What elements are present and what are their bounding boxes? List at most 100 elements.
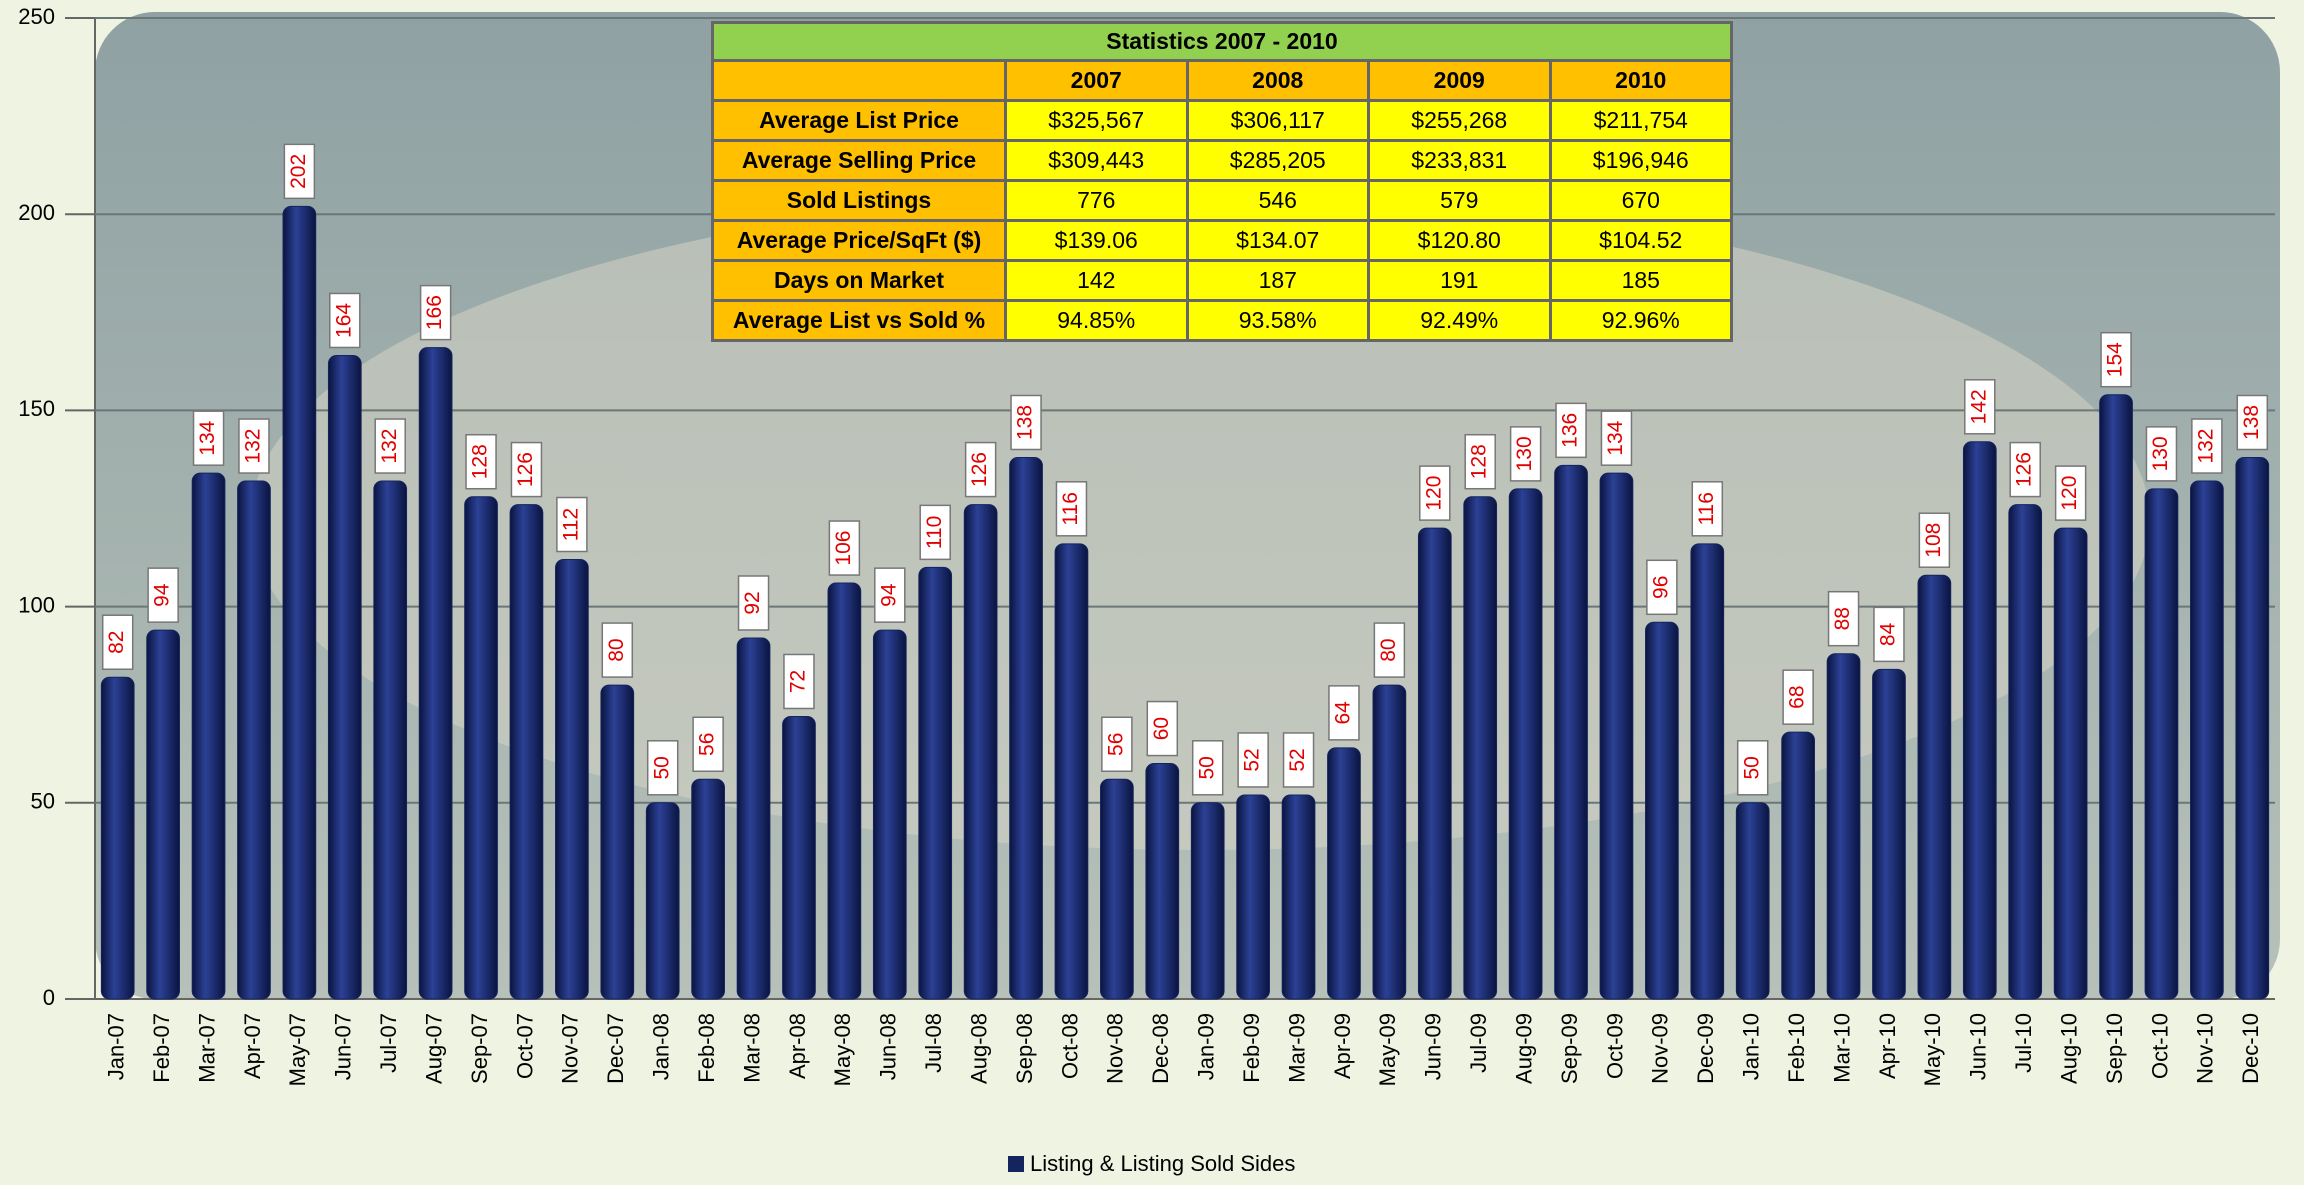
y-tick-label: 150: [18, 396, 55, 421]
bar: [736, 637, 771, 1000]
x-tick-label: Mar-09: [1284, 1013, 1309, 1083]
x-tick-label: Nov-08: [1103, 1013, 1128, 1084]
bar: [555, 559, 589, 1000]
data-label-box: [1373, 622, 1406, 678]
table-cell: $325,567: [1004, 99, 1189, 142]
table-cell: 191: [1367, 259, 1552, 302]
data-label-box: [1782, 669, 1814, 725]
table-cell: 546: [1185, 179, 1370, 222]
data-label: 84: [1877, 622, 1900, 646]
x-tick-label: Oct-07: [512, 1013, 537, 1079]
x-tick-label: Mar-08: [739, 1013, 764, 1083]
data-label-box: [2236, 394, 2269, 451]
table-row: Average List vs Sold % 94.85% 93.58% 92.49%…: [711, 299, 1733, 342]
x-tick-label: Dec-10: [2238, 1013, 2263, 1084]
data-label: 56: [696, 733, 719, 756]
bar: [691, 778, 725, 1000]
x-tick-label: Jun-10: [1966, 1013, 1991, 1080]
data-label-box: [1918, 512, 1951, 568]
x-tick-label: Jan-09: [1194, 1013, 1219, 1080]
x-tick-label: Apr-10: [1875, 1013, 1900, 1079]
bar: [373, 480, 408, 1000]
x-tick-label: May-07: [285, 1013, 310, 1086]
x-tick-label: Nov-09: [1648, 1013, 1673, 1084]
x-tick-label: Jul-08: [921, 1013, 946, 1073]
bar: [2053, 527, 2088, 1000]
x-tick-label: Aug-08: [966, 1013, 991, 1084]
data-label: 142: [1967, 389, 1990, 424]
data-label: 166: [423, 295, 446, 330]
data-label: 164: [332, 303, 355, 338]
data-label-box: [556, 496, 588, 553]
data-label-box: [465, 433, 497, 490]
stats-table: Statistics 2007 - 2010 2007 2008 2009 2010 Av…: [711, 21, 1733, 342]
table-cell: $211,754: [1548, 99, 1733, 142]
x-tick-label: Aug-07: [421, 1013, 446, 1084]
data-label: 88: [1831, 607, 1854, 630]
bar: [237, 480, 271, 1000]
bar: [872, 629, 907, 1000]
bar: [1826, 653, 1861, 1000]
data-label: 60: [1150, 717, 1173, 740]
data-label-box: [101, 614, 134, 670]
bar: [1054, 543, 1089, 1000]
bar: [1281, 794, 1316, 1000]
x-tick-label: Oct-09: [1602, 1013, 1627, 1079]
x-tick-label: Feb-08: [694, 1013, 719, 1083]
data-label: 134: [196, 420, 219, 455]
table-row: Average Price/SqFt ($) $139.06 $134.07 $120…: [711, 219, 1733, 262]
data-label-box: [1101, 716, 1133, 773]
x-tick-label: Sep-09: [1557, 1013, 1582, 1084]
bar: [1872, 668, 1906, 1000]
data-label: 134: [1604, 420, 1627, 455]
bar: [1327, 747, 1361, 1000]
data-label-box: [1191, 740, 1224, 796]
data-label: 202: [287, 154, 310, 189]
data-label-box: [329, 292, 361, 349]
table-cell: 776: [1004, 179, 1189, 222]
bar: [2099, 394, 2133, 1000]
data-label: 116: [1695, 492, 1718, 525]
table-cell: 185: [1548, 259, 1733, 302]
data-label-box: [2009, 441, 2041, 498]
x-tick-label: Jun-09: [1421, 1013, 1446, 1080]
data-label-box: [1555, 402, 1587, 459]
data-label-box: [1646, 559, 1678, 616]
table-cell: $139.06: [1004, 219, 1189, 262]
table-row: Sold Listings 776 546 579 670: [711, 179, 1733, 222]
data-label: 132: [242, 429, 265, 464]
bar: [1417, 527, 1452, 1000]
table-cell: 92.96%: [1548, 299, 1733, 342]
table-cell: 142: [1004, 259, 1189, 302]
table-cell: 94.85%: [1004, 299, 1189, 342]
x-tick-label: Nov-10: [2193, 1013, 2218, 1084]
bar: [1372, 684, 1407, 1000]
data-label-box: [374, 418, 406, 474]
x-tick-label: May-10: [1920, 1013, 1945, 1086]
x-tick-label: Aug-09: [1511, 1013, 1536, 1084]
table-cell: $306,117: [1185, 99, 1370, 142]
x-tick-label: Sep-10: [2102, 1013, 2127, 1084]
data-label-box: [192, 410, 225, 466]
bar: [1236, 794, 1270, 1000]
table-corner: [711, 59, 1007, 102]
data-label: 52: [1286, 748, 1309, 771]
x-tick-label: Oct-10: [2147, 1013, 2172, 1079]
bar: [1463, 496, 1498, 1000]
bar: [282, 205, 317, 1000]
data-label: 126: [968, 452, 991, 487]
bar: [1190, 802, 1225, 1000]
data-label: 112: [559, 508, 582, 541]
y-tick-label: 200: [18, 200, 55, 225]
bar: [464, 496, 498, 1000]
data-label: 138: [1014, 405, 1037, 440]
data-label: 82: [105, 631, 128, 654]
data-label-box: [1827, 590, 1860, 647]
x-tick-label: Apr-08: [785, 1013, 810, 1079]
data-label: 94: [877, 583, 900, 607]
data-label-box: [1010, 394, 1042, 451]
x-tick-label: Jun-07: [331, 1013, 356, 1080]
x-tick-label: Aug-10: [2056, 1013, 2081, 1084]
data-label: 126: [514, 452, 537, 487]
